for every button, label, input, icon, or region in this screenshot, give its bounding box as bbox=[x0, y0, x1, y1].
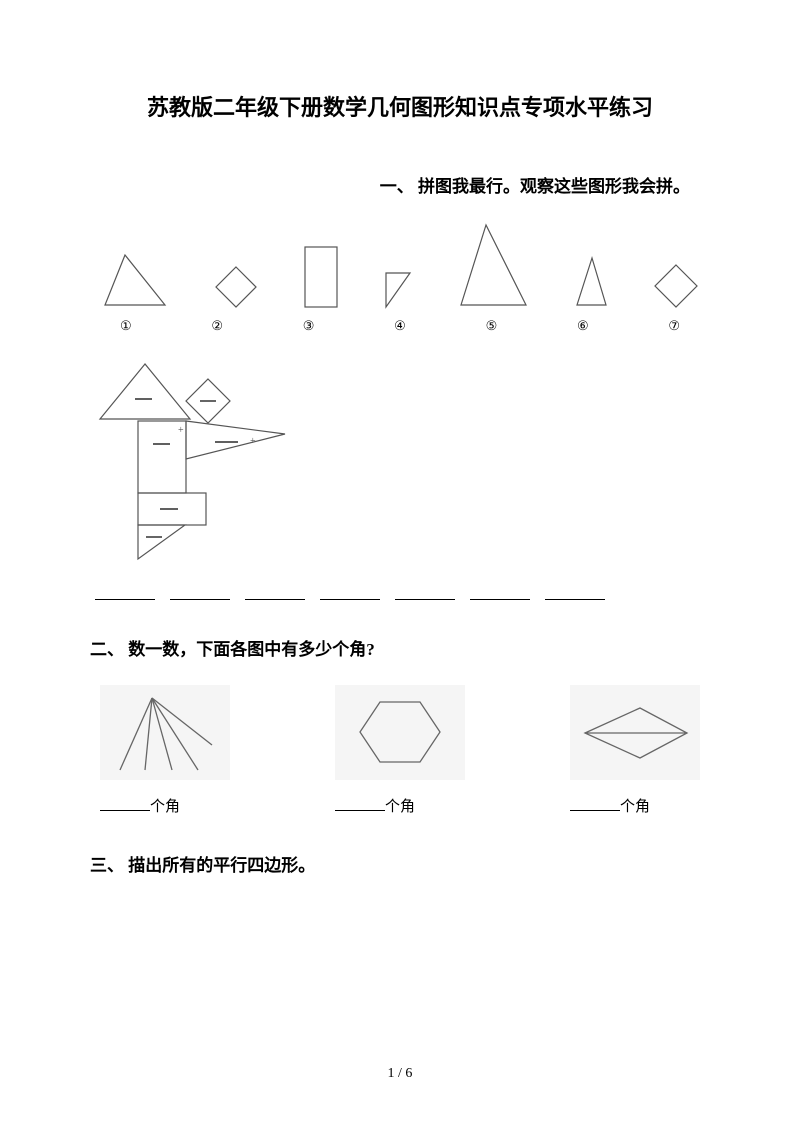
angle-figure-2 bbox=[335, 685, 465, 780]
angle-label-2: 个角 bbox=[335, 795, 465, 816]
answer-blank[interactable] bbox=[170, 584, 230, 600]
angle-blank[interactable] bbox=[335, 795, 385, 811]
tangram-shape-4 bbox=[383, 270, 413, 310]
tangram-label-1: ① bbox=[120, 318, 132, 334]
svg-text:+: + bbox=[178, 425, 184, 436]
angle-blank[interactable] bbox=[570, 795, 620, 811]
tangram-shape-7 bbox=[652, 262, 700, 310]
tangram-shapes-row bbox=[90, 222, 710, 310]
angle-figures-row bbox=[90, 685, 710, 780]
tangram-label-4: ④ bbox=[394, 318, 406, 334]
tangram-label-2: ② bbox=[211, 318, 223, 334]
angle-labels-row: 个角 个角 个角 bbox=[90, 795, 710, 816]
answer-blank[interactable] bbox=[245, 584, 305, 600]
answer-blank[interactable] bbox=[95, 584, 155, 600]
angle-figure-3 bbox=[570, 685, 700, 780]
angle-blank[interactable] bbox=[100, 795, 150, 811]
tangram-shape-2 bbox=[213, 264, 259, 310]
answer-blanks-row bbox=[90, 584, 710, 600]
page-title: 苏教版二年级下册数学几何图形知识点专项水平练习 bbox=[90, 90, 710, 122]
section1-heading: 一、 拼图我最行。观察这些图形我会拼。 bbox=[90, 172, 710, 197]
tangram-label-6: ⑥ bbox=[577, 318, 589, 334]
tangram-labels-row: ① ② ③ ④ ⑤ ⑥ ⑦ bbox=[90, 318, 710, 334]
answer-blank[interactable] bbox=[395, 584, 455, 600]
section3-heading: 三、 描出所有的平行四边形。 bbox=[90, 851, 710, 876]
assembled-tangram-figure: + + bbox=[90, 359, 710, 569]
angle-label-1: 个角 bbox=[100, 795, 230, 816]
answer-blank[interactable] bbox=[320, 584, 380, 600]
angle-label-3: 个角 bbox=[570, 795, 700, 816]
tangram-label-7: ⑦ bbox=[668, 318, 680, 334]
tangram-shape-3 bbox=[302, 244, 340, 310]
tangram-label-5: ⑤ bbox=[486, 318, 498, 334]
svg-text:+: + bbox=[250, 436, 256, 447]
answer-blank[interactable] bbox=[470, 584, 530, 600]
tangram-label-3: ③ bbox=[303, 318, 315, 334]
tangram-shape-1 bbox=[100, 250, 170, 310]
section2-heading: 二、 数一数，下面各图中有多少个角? bbox=[90, 635, 710, 660]
tangram-shape-6 bbox=[574, 255, 609, 310]
tangram-shape-5 bbox=[456, 222, 531, 310]
answer-blank[interactable] bbox=[545, 584, 605, 600]
angle-figure-1 bbox=[100, 685, 230, 780]
page-footer: 1 / 6 bbox=[0, 1066, 800, 1082]
